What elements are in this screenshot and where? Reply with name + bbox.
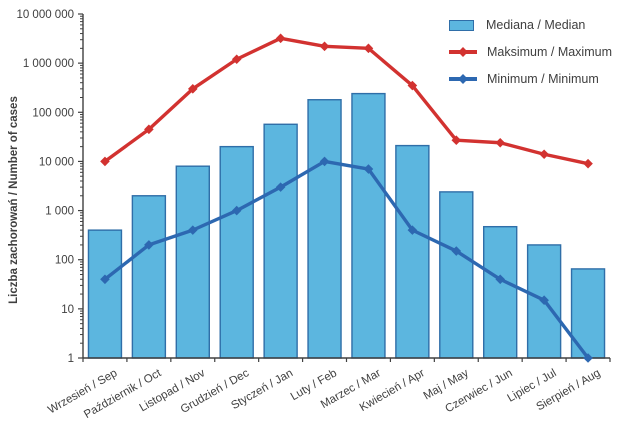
minimum-line: [103, 159, 590, 360]
maximum-point: [187, 84, 198, 94]
minimum-point: [451, 246, 462, 256]
maximum-point: [144, 124, 154, 135]
maximum-line-icon: [448, 47, 477, 57]
median-bar: [263, 123, 298, 359]
y-axis-title: Liczba zachorowań / Number of cases: [8, 96, 20, 304]
median-bar: [175, 165, 210, 359]
median-bar: [395, 144, 430, 359]
maximum-point: [363, 43, 374, 54]
legend-item-median: Mediana / Median: [448, 16, 612, 34]
maximum-point: [583, 158, 593, 169]
y-tick-label: 10 000: [39, 156, 74, 168]
y-tick-label: 1 000: [45, 206, 74, 218]
median-bar: [439, 191, 474, 359]
maximum-point: [100, 156, 110, 167]
y-tick-label: 100 000: [32, 107, 74, 119]
minimum-point: [144, 240, 154, 250]
median-bar: [483, 225, 518, 359]
legend-item-minimum: Minimum / Minimum: [448, 70, 612, 88]
minimum-point: [275, 182, 286, 192]
y-tick-label: 1 000 000: [23, 58, 74, 70]
maximum-point: [451, 135, 462, 146]
minimum-point: [100, 274, 110, 285]
x-axis-label: Październik / Oct: [82, 367, 164, 421]
maximum-point: [319, 41, 330, 52]
maximum-diamond-icon: [458, 47, 468, 57]
median-swatch-icon: [448, 19, 474, 31]
minimum-point: [363, 164, 374, 174]
maximum-point: [495, 137, 506, 148]
legend: Mediana / Median Maksimum / Maximum Mini…: [448, 16, 612, 97]
y-tick-label: 10: [61, 304, 74, 316]
minimum-point: [231, 205, 242, 216]
y-tick-label: 1: [68, 353, 74, 365]
minimum-point: [495, 274, 506, 285]
median-bar: [131, 195, 167, 359]
legend-label-median: Mediana / Median: [485, 18, 586, 32]
minimum-point: [539, 295, 549, 306]
median-bar: [307, 99, 342, 359]
minimum-point: [319, 156, 330, 167]
maximum-line: [103, 36, 590, 166]
maximum-point: [407, 80, 418, 91]
minimum-line-icon: [448, 74, 477, 84]
median-bar: [219, 145, 254, 359]
legend-item-maximum: Maksimum / Maximum: [448, 43, 612, 61]
median-bar: [351, 92, 386, 359]
legend-label-minimum: Minimum / Minimum: [486, 72, 599, 86]
maximum-point: [231, 54, 242, 65]
minimum-point: [187, 225, 198, 235]
minimum-point: [583, 353, 593, 363]
minimum-point: [407, 225, 418, 235]
y-tick-label: 100: [55, 255, 74, 267]
maximum-point: [539, 149, 549, 160]
y-tick-label: 10 000 000: [16, 9, 74, 21]
median-bar: [87, 229, 123, 359]
legend-label-maximum: Maksimum / Maximum: [486, 45, 612, 59]
maximum-point: [275, 33, 286, 44]
minimum-diamond-icon: [458, 74, 468, 84]
